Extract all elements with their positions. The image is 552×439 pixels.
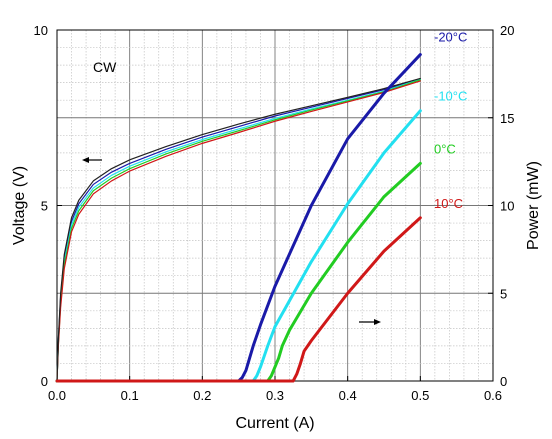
y-axis-left-label: Voltage (V): [11, 166, 28, 245]
x-tick-label: 0.6: [484, 388, 502, 403]
y-axis-right: 0 5 10 15 20: [488, 23, 514, 389]
y-right-tick-label: 15: [500, 111, 514, 126]
y-right-tick-label: 20: [500, 23, 514, 38]
voltage-curve-4: [56, 77, 421, 382]
x-tick-label: 0.2: [193, 388, 211, 403]
x-tick-label: 0.5: [411, 388, 429, 403]
y-left-tick-label: 0: [41, 374, 48, 389]
y-axis-left: 0 5 10: [34, 23, 62, 389]
y-right-tick-label: 0: [500, 374, 507, 389]
y-left-tick-label: 5: [41, 199, 48, 214]
x-tick-label: 0.1: [121, 388, 139, 403]
x-tick-label: 0.0: [48, 388, 66, 403]
series-label: 10°C: [434, 196, 463, 211]
left-axis-arrow-indicator: [82, 157, 102, 163]
cw-annotation: CW: [93, 59, 117, 75]
power-curve-10C: [55, 216, 422, 383]
power-curves: [55, 53, 422, 383]
x-tick-label: 0.3: [266, 388, 284, 403]
y-left-tick-label: 10: [34, 23, 48, 38]
x-tick-label: 0.4: [339, 388, 357, 403]
y-right-tick-label: 5: [500, 286, 507, 301]
series-labels: -20°C -10°C 0°C 10°C: [434, 30, 467, 211]
voltage-curves: [56, 77, 421, 382]
voltage-curve-10C: [56, 80, 421, 382]
y-right-tick-label: 10: [500, 199, 514, 214]
x-axis-label: Current (A): [235, 415, 314, 432]
power-curve--10C: [55, 109, 422, 383]
y-axis-right-label: Power (mW): [525, 161, 542, 250]
series-label: -10°C: [434, 89, 467, 104]
series-label: -20°C: [434, 30, 467, 45]
voltage-curve-0C: [56, 79, 421, 382]
right-axis-arrow-indicator: [359, 319, 381, 325]
x-axis: 0.0 0.1 0.2 0.3 0.4 0.5 0.6: [48, 376, 502, 403]
series-label: 0°C: [434, 141, 456, 156]
